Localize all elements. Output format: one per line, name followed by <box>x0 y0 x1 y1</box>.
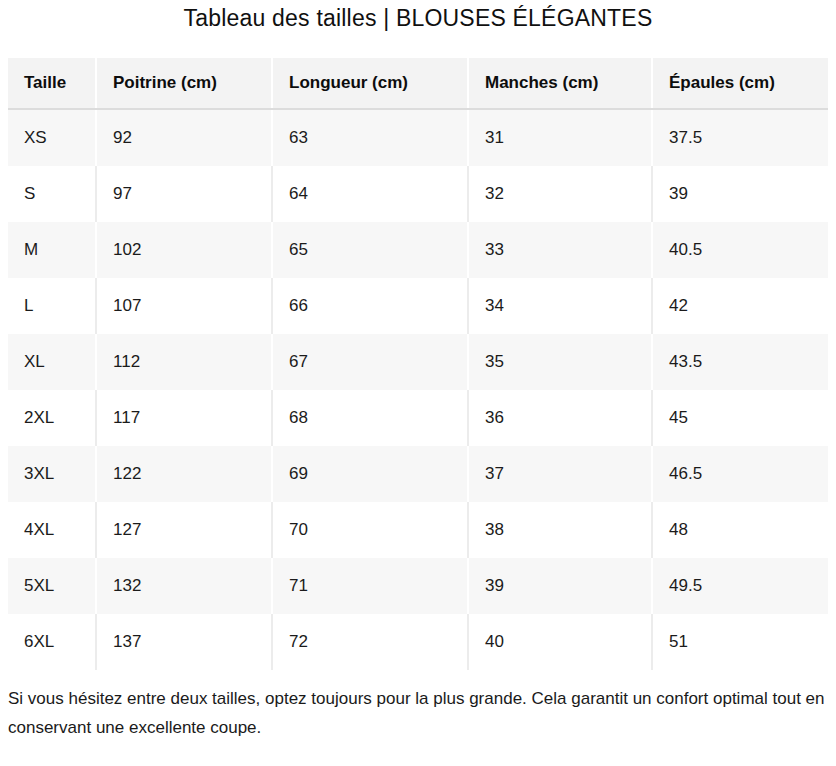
table-row: 4XL 127 70 38 48 <box>8 502 828 558</box>
table-row: XS 92 63 31 37.5 <box>8 109 828 166</box>
cell-manches: 35 <box>468 334 652 390</box>
cell-manches: 32 <box>468 166 652 222</box>
cell-epaules: 46.5 <box>652 446 828 502</box>
cell-longueur: 68 <box>272 390 468 446</box>
column-header-manches: Manches (cm) <box>468 58 652 109</box>
cell-longueur: 66 <box>272 278 468 334</box>
column-header-epaules: Épaules (cm) <box>652 58 828 109</box>
cell-taille: 2XL <box>8 390 96 446</box>
cell-longueur: 69 <box>272 446 468 502</box>
cell-manches: 36 <box>468 390 652 446</box>
cell-taille: M <box>8 222 96 278</box>
table-row: S 97 64 32 39 <box>8 166 828 222</box>
cell-poitrine: 107 <box>96 278 272 334</box>
size-table: Taille Poitrine (cm) Longueur (cm) Manch… <box>8 58 828 670</box>
cell-taille: XL <box>8 334 96 390</box>
table-row: 5XL 132 71 39 49.5 <box>8 558 828 614</box>
cell-manches: 40 <box>468 614 652 670</box>
cell-epaules: 42 <box>652 278 828 334</box>
cell-epaules: 49.5 <box>652 558 828 614</box>
cell-poitrine: 102 <box>96 222 272 278</box>
table-row: L 107 66 34 42 <box>8 278 828 334</box>
column-header-longueur: Longueur (cm) <box>272 58 468 109</box>
cell-taille: 6XL <box>8 614 96 670</box>
cell-manches: 38 <box>468 502 652 558</box>
cell-longueur: 71 <box>272 558 468 614</box>
cell-epaules: 51 <box>652 614 828 670</box>
cell-taille: L <box>8 278 96 334</box>
cell-poitrine: 137 <box>96 614 272 670</box>
cell-longueur: 72 <box>272 614 468 670</box>
cell-manches: 33 <box>468 222 652 278</box>
cell-taille: 3XL <box>8 446 96 502</box>
page-title: Tableau des tailles | BLOUSES ÉLÉGANTES <box>0 4 836 32</box>
cell-longueur: 67 <box>272 334 468 390</box>
cell-longueur: 70 <box>272 502 468 558</box>
cell-longueur: 64 <box>272 166 468 222</box>
cell-poitrine: 117 <box>96 390 272 446</box>
table-row: 6XL 137 72 40 51 <box>8 614 828 670</box>
cell-manches: 37 <box>468 446 652 502</box>
cell-poitrine: 127 <box>96 502 272 558</box>
table-row: 3XL 122 69 37 46.5 <box>8 446 828 502</box>
cell-epaules: 48 <box>652 502 828 558</box>
cell-longueur: 63 <box>272 109 468 166</box>
table-row: XL 112 67 35 43.5 <box>8 334 828 390</box>
table-row: M 102 65 33 40.5 <box>8 222 828 278</box>
cell-taille: S <box>8 166 96 222</box>
cell-poitrine: 122 <box>96 446 272 502</box>
cell-manches: 34 <box>468 278 652 334</box>
cell-poitrine: 97 <box>96 166 272 222</box>
cell-poitrine: 132 <box>96 558 272 614</box>
cell-epaules: 39 <box>652 166 828 222</box>
column-header-taille: Taille <box>8 58 96 109</box>
size-table-body: XS 92 63 31 37.5 S 97 64 32 39 M 102 65 … <box>8 109 828 670</box>
cell-longueur: 65 <box>272 222 468 278</box>
cell-taille: XS <box>8 109 96 166</box>
table-row: 2XL 117 68 36 45 <box>8 390 828 446</box>
cell-epaules: 37.5 <box>652 109 828 166</box>
cell-taille: 4XL <box>8 502 96 558</box>
cell-taille: 5XL <box>8 558 96 614</box>
cell-epaules: 43.5 <box>652 334 828 390</box>
size-guide-section: Taille Poitrine (cm) Longueur (cm) Manch… <box>0 58 836 742</box>
cell-manches: 31 <box>468 109 652 166</box>
fit-advice-note: Si vous hésitez entre deux tailles, opte… <box>8 684 826 742</box>
cell-poitrine: 112 <box>96 334 272 390</box>
cell-manches: 39 <box>468 558 652 614</box>
cell-epaules: 45 <box>652 390 828 446</box>
cell-poitrine: 92 <box>96 109 272 166</box>
column-header-poitrine: Poitrine (cm) <box>96 58 272 109</box>
cell-epaules: 40.5 <box>652 222 828 278</box>
table-header-row: Taille Poitrine (cm) Longueur (cm) Manch… <box>8 58 828 109</box>
